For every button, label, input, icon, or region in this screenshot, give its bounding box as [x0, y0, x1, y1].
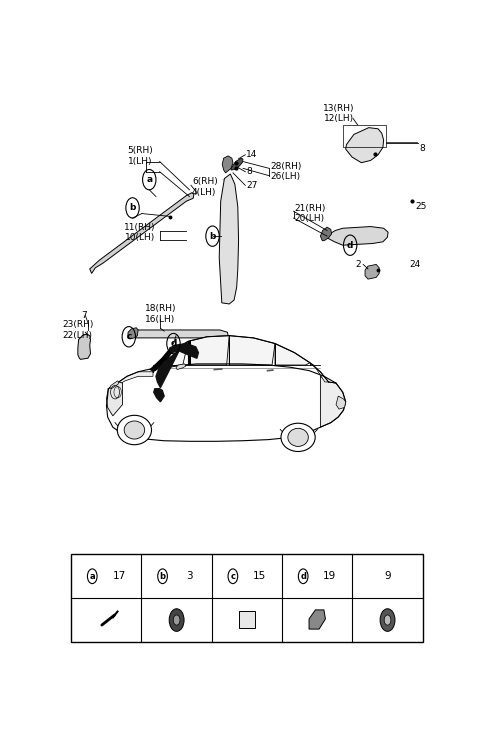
Text: a: a — [146, 175, 152, 184]
Circle shape — [173, 615, 180, 625]
Text: 2: 2 — [356, 260, 361, 269]
Text: 13(RH)
12(LH): 13(RH) 12(LH) — [323, 103, 355, 123]
Polygon shape — [309, 610, 325, 629]
Bar — [344, 125, 386, 148]
Polygon shape — [128, 327, 138, 339]
Text: b: b — [209, 232, 216, 241]
Polygon shape — [327, 227, 388, 245]
Text: 8: 8 — [419, 144, 425, 153]
Text: 17: 17 — [112, 571, 126, 581]
Ellipse shape — [124, 421, 144, 439]
Text: 7: 7 — [81, 310, 87, 320]
Polygon shape — [365, 264, 379, 279]
Polygon shape — [170, 344, 198, 358]
Text: 8: 8 — [246, 167, 252, 176]
Ellipse shape — [288, 429, 308, 446]
Polygon shape — [153, 341, 188, 372]
Text: d: d — [300, 572, 306, 581]
Text: 11(RH)
10(LH): 11(RH) 10(LH) — [124, 222, 156, 242]
Polygon shape — [176, 364, 186, 369]
Text: a: a — [89, 572, 95, 581]
Circle shape — [384, 615, 391, 625]
Polygon shape — [222, 156, 233, 173]
Polygon shape — [346, 128, 384, 163]
Polygon shape — [107, 382, 122, 416]
Polygon shape — [231, 158, 243, 170]
Text: 15: 15 — [253, 571, 266, 581]
Polygon shape — [321, 377, 346, 427]
Text: 28(RH)
26(LH): 28(RH) 26(LH) — [270, 162, 301, 181]
Polygon shape — [78, 334, 91, 360]
Circle shape — [169, 608, 184, 631]
Text: b: b — [159, 572, 166, 581]
Ellipse shape — [117, 415, 152, 445]
Polygon shape — [133, 330, 228, 338]
Bar — [71, 554, 423, 642]
Ellipse shape — [281, 424, 315, 451]
Polygon shape — [90, 192, 194, 274]
Text: 3: 3 — [186, 571, 192, 581]
Polygon shape — [108, 372, 153, 390]
Polygon shape — [110, 381, 119, 389]
Polygon shape — [321, 227, 332, 241]
Text: d: d — [347, 241, 353, 250]
Text: 27: 27 — [246, 181, 257, 190]
Polygon shape — [188, 335, 229, 365]
Text: 25: 25 — [415, 203, 427, 211]
Polygon shape — [310, 363, 329, 382]
Polygon shape — [275, 344, 310, 365]
Text: 23(RH)
22(LH): 23(RH) 22(LH) — [62, 320, 94, 340]
FancyBboxPatch shape — [239, 611, 255, 628]
Text: d: d — [170, 339, 177, 348]
Polygon shape — [154, 389, 164, 401]
Text: 14: 14 — [246, 150, 257, 159]
Polygon shape — [149, 348, 175, 372]
Text: b: b — [129, 203, 136, 212]
Text: 5(RH)
1(LH): 5(RH) 1(LH) — [127, 146, 153, 166]
Text: c: c — [126, 333, 132, 341]
Text: 19: 19 — [323, 571, 336, 581]
Polygon shape — [336, 396, 346, 409]
Polygon shape — [219, 174, 239, 304]
Text: c: c — [230, 572, 235, 581]
Text: 18(RH)
16(LH): 18(RH) 16(LH) — [144, 305, 176, 324]
Polygon shape — [188, 341, 191, 365]
Text: 9: 9 — [384, 571, 391, 581]
Circle shape — [380, 608, 395, 631]
Text: 6(RH)
4(LH): 6(RH) 4(LH) — [192, 178, 218, 197]
Text: 24: 24 — [410, 260, 421, 269]
Text: 21(RH)
20(LH): 21(RH) 20(LH) — [294, 204, 326, 223]
Polygon shape — [229, 335, 275, 365]
Polygon shape — [156, 351, 179, 388]
